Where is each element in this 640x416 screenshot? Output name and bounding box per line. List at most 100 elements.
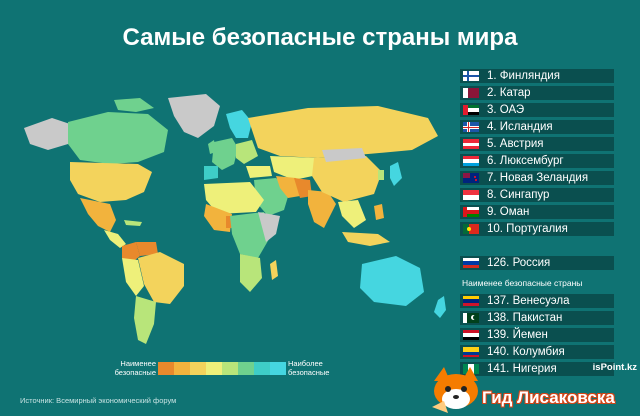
alaska [24, 118, 70, 150]
list-item: 1. Финляндия [460, 69, 614, 83]
list-item: 126. Россия [460, 256, 614, 270]
russia [248, 106, 438, 158]
colombia [122, 242, 140, 264]
country-label: 3. ОАЭ [487, 104, 525, 116]
list-item: 6. Люксембург [460, 154, 614, 168]
qatar-flag-icon [463, 88, 479, 98]
logo-site: isPoint.kz [592, 362, 637, 373]
colombia-flag-icon [463, 347, 479, 357]
venezuela-flag-icon [463, 296, 479, 306]
safety-legend: Наименее безопасные Наиболее безопасные [108, 356, 330, 380]
country-label: 138. Пакистан [487, 312, 563, 324]
legend-swatch [238, 362, 254, 375]
country-label: 9. Оман [487, 206, 530, 218]
portugal-flag-icon [463, 224, 479, 234]
canada [68, 112, 168, 164]
australia [360, 256, 424, 306]
list-item: 137. Венесуэла [460, 294, 614, 308]
eastern-europe [236, 140, 258, 164]
austria-flag-icon [463, 139, 479, 149]
mexico [80, 198, 116, 232]
list-item: 140. Колумбия [460, 345, 614, 359]
luxembourg-flag-icon [463, 156, 479, 166]
country-label: 140. Колумбия [487, 346, 565, 358]
finland-flag-icon [463, 71, 479, 81]
country-label: 126. Россия [487, 257, 551, 269]
mongolia [322, 148, 366, 162]
legend-swatch [254, 362, 270, 375]
list-item: 9. Оман [460, 205, 614, 219]
pakistan-flag-icon [463, 313, 479, 323]
legend-swatch [270, 362, 286, 375]
country-label: 10. Португалия [487, 223, 568, 235]
country-label: 7. Новая Зеландия [487, 172, 589, 184]
legend-swatch [190, 362, 206, 375]
southern-africa [240, 254, 262, 292]
top-countries-list: 1. Финляндия 2. Катар 3. ОАЭ 4. Исландия… [460, 69, 614, 239]
bottom-countries-list: 137. Венесуэла 138. Пакистан 139. Йемен … [460, 294, 614, 379]
pakistan-afghanistan [294, 178, 312, 198]
madagascar [270, 260, 278, 280]
canada-islands [114, 98, 154, 112]
china [312, 156, 382, 202]
legend-swatch [206, 362, 222, 375]
uk [208, 140, 216, 154]
east-africa [258, 212, 280, 242]
list-item: 4. Исландия [460, 120, 614, 134]
southeast-asia [338, 200, 366, 228]
least-safe-heading: Наименее безопасные страны [462, 278, 583, 288]
source-note: Источник: Всемирный экономический форум [20, 396, 177, 405]
uae-flag-icon [463, 105, 479, 115]
page-title: Самые безопасные страны мира [122, 24, 518, 51]
list-item: 10. Португалия [460, 222, 614, 236]
russia-row: 126. Россия [460, 256, 614, 273]
country-label: 137. Венесуэла [487, 295, 570, 307]
legend-swatch [174, 362, 190, 375]
yemen-flag-icon [463, 330, 479, 340]
logo: isPoint.kz Гид Лисаковска [426, 361, 640, 416]
list-item: 141. Нигерия [460, 362, 614, 376]
country-label: 6. Люксембург [487, 155, 564, 167]
list-item: 5. Австрия [460, 137, 614, 151]
list-item: 139. Йемен [460, 328, 614, 342]
kazakhstan [270, 156, 322, 180]
russia-flag-icon [463, 258, 479, 268]
brazil [138, 252, 184, 304]
singapore-flag-icon [463, 190, 479, 200]
india [308, 190, 336, 228]
iran [276, 176, 300, 198]
country-label: 1. Финляндия [487, 70, 560, 82]
japan [390, 162, 402, 186]
legend-swatch [158, 362, 174, 375]
oman-flag-icon [463, 207, 479, 217]
list-item: 8. Сингапур [460, 188, 614, 202]
legend-swatch [222, 362, 238, 375]
north-africa [204, 182, 264, 214]
greenland [168, 94, 220, 138]
peru [122, 258, 144, 296]
central-america [104, 230, 126, 248]
iceland-flag-icon [463, 122, 479, 132]
argentina [134, 296, 156, 344]
turkey [246, 166, 272, 178]
west-africa [204, 204, 232, 232]
iberia [204, 166, 218, 180]
country-label: 4. Исландия [487, 121, 553, 133]
country-label: 141. Нигерия [487, 363, 557, 375]
new-zealand-flag-icon [463, 173, 479, 183]
list-item: 2. Катар [460, 86, 614, 100]
list-item: 7. Новая Зеландия [460, 171, 614, 185]
legend-color-scale [158, 362, 286, 375]
list-item: 3. ОАЭ [460, 103, 614, 117]
korea [378, 170, 384, 180]
fox-mascot-icon [432, 367, 478, 413]
logo-name: Гид Лисаковска [482, 388, 615, 407]
indonesia [342, 232, 390, 246]
country-label: 5. Австрия [487, 138, 544, 150]
caribbean [124, 220, 142, 226]
country-label: 8. Сингапур [487, 189, 550, 201]
legend-least-safe-label: Наименее безопасные [114, 359, 156, 377]
usa [70, 162, 152, 202]
country-label: 2. Катар [487, 87, 531, 99]
new-zealand [434, 296, 446, 318]
